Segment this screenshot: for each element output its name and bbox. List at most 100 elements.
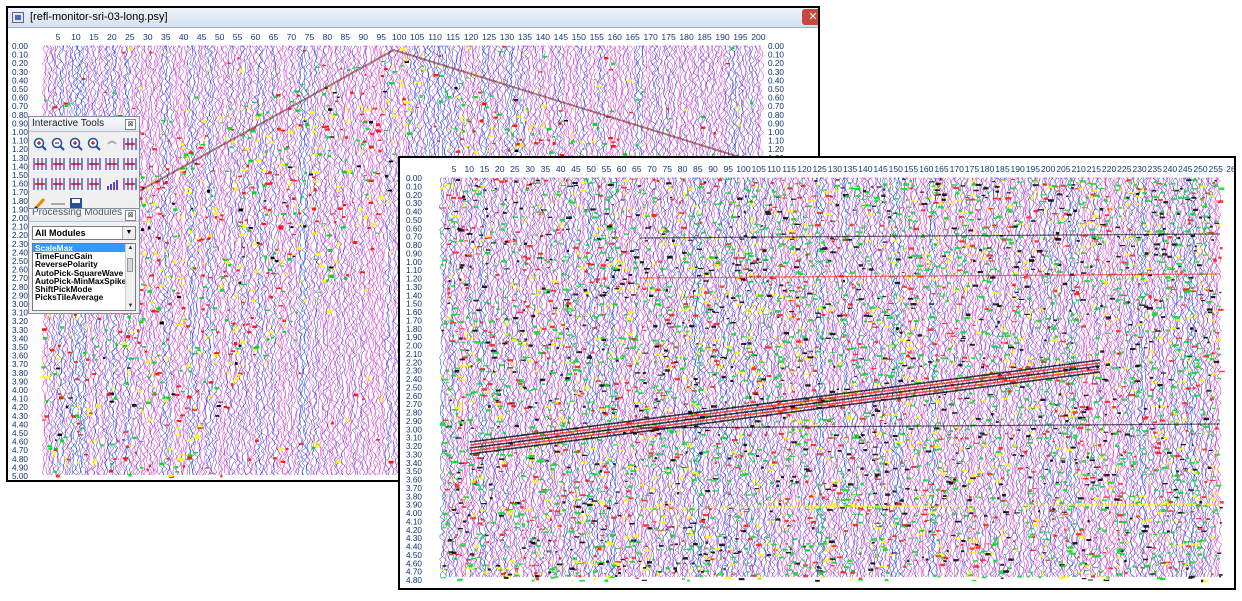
x-tick-label: 175 (965, 164, 980, 174)
x-tick-label: 80 (323, 32, 333, 42)
scroll-down-icon[interactable]: ▼ (127, 303, 134, 309)
y-tick-label: 2.50 (406, 383, 422, 392)
trace-spacing-icon[interactable] (31, 155, 47, 171)
shift-left-icon[interactable] (85, 155, 101, 171)
x-tick-label: 35 (161, 32, 171, 42)
y-tick-label: 3.30 (406, 450, 422, 459)
window-1-titlebar[interactable]: [refl-monitor-sri-03-long.psy] ✕ (8, 8, 818, 28)
scroll-up-icon[interactable]: ▲ (127, 245, 134, 251)
module-list-item[interactable]: TimeFuncGain (35, 251, 93, 262)
module-list-item[interactable]: AutoPick-SquareWave (35, 267, 124, 278)
seismic-window-2[interactable]: 5 10 15 20 25 30 35 40 45 50 55 60 65 70 75 80 85 90 95 100… (398, 156, 1236, 590)
y-tick-label: 4.80 (406, 576, 422, 585)
x-tick-label: 90 (359, 32, 369, 42)
undo-icon[interactable] (103, 135, 119, 151)
pick-mode-icon[interactable] (31, 175, 47, 191)
y-tick-label: 4.40 (12, 420, 28, 429)
x-tick-label: 40 (179, 32, 189, 42)
zoom-in-icon[interactable] (31, 135, 47, 151)
bar-chart-icon[interactable] (103, 175, 119, 191)
y-tick-label: 3.80 (12, 369, 28, 378)
processing-modules-header[interactable]: Processing Modules ⊠ (29, 209, 139, 222)
module-list[interactable]: ScaleMax TimeFuncGain ReversePolarity AutoP… (32, 243, 136, 311)
y-tick-label: 4.30 (12, 412, 28, 421)
x-tick-label: 200 (751, 32, 766, 42)
y-tick-label-right: 1.20 (768, 145, 784, 154)
pick-down-icon[interactable] (67, 175, 83, 191)
pick-both-icon[interactable] (49, 175, 65, 191)
y-tick-label: 3.90 (406, 501, 422, 510)
chevron-down-icon[interactable]: ▼ (122, 227, 135, 239)
y-tick-label: 0.90 (406, 249, 422, 258)
x-tick-label: 135 (518, 32, 533, 42)
save-icon[interactable] (67, 195, 83, 211)
zoom-fit-icon[interactable] (85, 135, 101, 151)
x-tick-label: 20 (107, 32, 117, 42)
close-icon[interactable]: ✕ (802, 9, 818, 25)
compress-traces-icon[interactable] (49, 155, 65, 171)
x-tick-label: 30 (525, 164, 535, 174)
y-tick-label: 1.60 (12, 180, 28, 189)
y-tick-label: 3.70 (12, 360, 28, 369)
module-list-item[interactable]: PicksTileAverage (35, 292, 104, 303)
y-tick-label: 4.70 (406, 568, 422, 577)
module-list-item[interactable]: AutoPick-MinMaxSpike (35, 275, 127, 286)
y-tick-label: 1.10 (406, 266, 422, 275)
pick-export-icon[interactable] (121, 175, 137, 191)
x-tick-label: 165 (626, 32, 641, 42)
scroll-thumb[interactable] (127, 258, 133, 272)
y-tick-label-right: 0.20 (768, 59, 784, 68)
y-tick-label: 1.80 (406, 325, 422, 334)
x-tick-label: 125 (812, 164, 827, 174)
y-tick-label: 0.20 (12, 59, 28, 68)
zoom-out-icon[interactable] (49, 135, 65, 151)
x-tick-label: 50 (215, 32, 225, 42)
module-list-item[interactable]: ShiftPickMode (35, 283, 93, 294)
y-tick-label: 2.30 (12, 240, 28, 249)
x-tick-label: 160 (608, 32, 623, 42)
interactive-tools-header[interactable]: Interactive Tools ⊠ (29, 117, 139, 132)
x-tick-label: 45 (197, 32, 207, 42)
x-tick-label: 70 (647, 164, 657, 174)
shift-right-icon[interactable] (103, 155, 119, 171)
panel-close-icon[interactable]: ⊠ (125, 119, 136, 130)
expand-traces-icon[interactable] (67, 155, 83, 171)
x-tick-label: 100 (392, 32, 407, 42)
squeeze-icon[interactable] (121, 155, 137, 171)
y-tick-label: 2.40 (406, 375, 422, 384)
x-tick-label: 255 (1209, 164, 1224, 174)
seismic-plot-2[interactable]: 5 10 15 20 25 30 35 40 45 50 55 60 65 70 75 80 85 90 95 100… (402, 160, 1234, 588)
y-tick-label: 1.90 (406, 333, 422, 342)
y-tick-label: 3.10 (12, 309, 28, 318)
pick-grid-icon[interactable] (85, 175, 101, 191)
x-tick-label: 26 (1226, 164, 1234, 174)
module-list-item[interactable]: ReversePolarity (35, 259, 98, 270)
y-tick-label: 0.40 (12, 76, 28, 85)
y-tick-label: 0.30 (12, 68, 28, 77)
y-tick-label-right: 0.10 (768, 51, 784, 60)
x-tick-label: 85 (693, 164, 703, 174)
y-tick-label: 2.30 (406, 367, 422, 376)
full-extent-icon[interactable] (121, 135, 137, 151)
x-tick-label: 100 (736, 164, 751, 174)
y-tick-label: 4.00 (406, 509, 422, 518)
x-tick-label: 245 (1178, 164, 1193, 174)
zoom-box-icon[interactable] (67, 135, 83, 151)
y-tick-label: 3.70 (406, 484, 422, 493)
y-tick-label: 2.10 (12, 223, 28, 232)
x-tick-label: 75 (305, 32, 315, 42)
module-list-item[interactable]: ScaleMax (33, 244, 135, 252)
x-tick-label: 180 (980, 164, 995, 174)
line-tool-icon[interactable] (49, 195, 65, 211)
y-tick-label: 4.20 (406, 526, 422, 535)
module-list-scrollbar[interactable]: ▲ ▼ (125, 244, 135, 310)
x-tick-label: 120 (797, 164, 812, 174)
seismic-section-2[interactable]: 5 10 15 20 25 30 35 40 45 50 55 60 65 70 75 80 85 90 95 100… (402, 160, 1234, 588)
x-tick-label: 155 (590, 32, 605, 42)
x-tick-label: 145 (554, 32, 569, 42)
y-tick-label: 1.00 (12, 128, 28, 137)
interactive-tools-panel: Interactive Tools ⊠ (28, 116, 140, 214)
module-filter-select[interactable]: All Modules ▼ (32, 226, 136, 240)
x-tick-label: 90 (708, 164, 718, 174)
panel-close-icon[interactable]: ⊠ (125, 210, 136, 221)
